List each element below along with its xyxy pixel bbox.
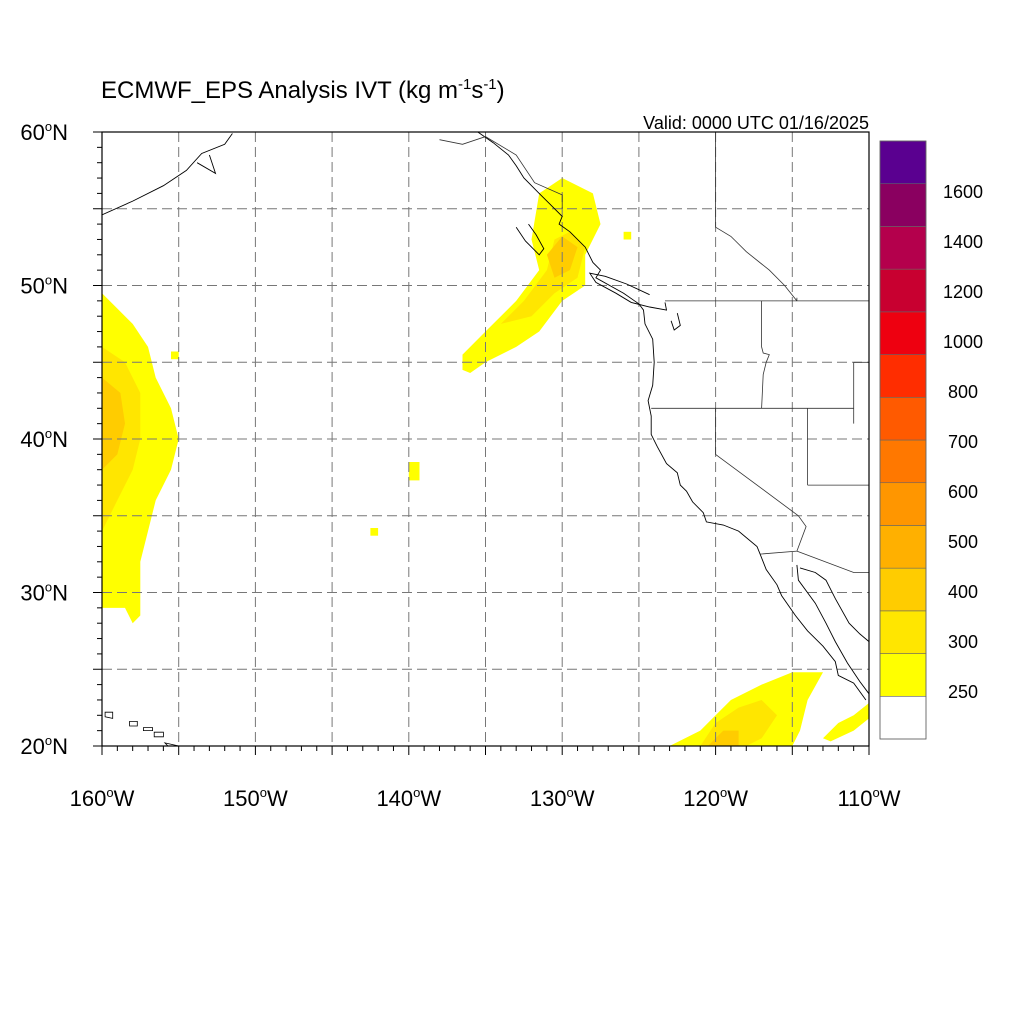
colorbar-swatch <box>879 695 927 740</box>
colorbar-swatch <box>879 567 927 612</box>
ivt-patch-pnw-speck <box>623 231 632 240</box>
map-title: ECMWF_EPS Analysis IVT (kg m-1s-1) <box>101 76 505 104</box>
island-outline <box>129 721 138 727</box>
lat-label: 50oN <box>20 273 68 299</box>
coastline <box>670 312 681 331</box>
lon-label: 160oW <box>70 785 135 811</box>
colorbar-label: 300 <box>948 632 978 652</box>
coastline <box>477 132 867 701</box>
colorbar-swatch <box>879 610 927 654</box>
state-border <box>761 300 770 409</box>
lon-label: 120oW <box>683 785 748 811</box>
colorbar-frame <box>879 140 927 740</box>
colorbar-swatch <box>879 653 927 697</box>
colorbar-swatch <box>879 311 927 355</box>
coastline <box>796 564 869 695</box>
ivt-patch-southern-east-strip <box>823 703 869 742</box>
coastline-layer <box>102 132 869 746</box>
colorbar-label: 250 <box>948 682 978 702</box>
colorbar-swatch <box>879 140 927 185</box>
colorbar-swatch <box>879 354 927 398</box>
island-outline <box>153 731 164 738</box>
colorbar-label: 400 <box>948 582 978 602</box>
ivt-colorbar: 250 300 400 500 600 700 800 1000 1200 1400 1600 <box>879 140 983 740</box>
ivt-patch-western-speck <box>171 351 179 360</box>
island-outline <box>142 727 154 731</box>
ivt-patch-southern-inner <box>707 730 739 746</box>
colorbar-swatch <box>879 525 927 569</box>
lat-label: 40oN <box>20 426 68 452</box>
coastline <box>799 567 869 642</box>
island-outline <box>104 711 114 719</box>
state-border <box>715 408 799 517</box>
ivt-patch-central-speck-a <box>408 462 420 481</box>
colorbar-label: 600 <box>948 482 978 502</box>
colorbar-swatch <box>879 482 927 526</box>
lon-label: 150oW <box>223 785 288 811</box>
island-outline <box>163 742 181 746</box>
coastline <box>196 154 217 175</box>
ivt-patch-central-speck-b <box>370 528 379 536</box>
state-border <box>760 515 807 555</box>
colorbar-swatch <box>879 439 927 484</box>
lat-label: 20oN <box>20 733 68 759</box>
coastline <box>515 223 545 256</box>
lat-label: 60oN <box>20 119 68 145</box>
colorbar-swatch <box>879 268 927 313</box>
colorbar-label: 1000 <box>943 332 983 352</box>
lon-label: 130oW <box>530 785 595 811</box>
lon-label: 110oW <box>837 785 900 811</box>
state-border <box>796 550 869 573</box>
colorbar-label: 800 <box>948 382 978 402</box>
lon-label: 140oW <box>376 785 441 811</box>
lat-label: 30oN <box>20 580 68 606</box>
colorbar-swatch <box>879 183 927 227</box>
map-plot-area <box>102 132 869 746</box>
colorbar-label: 1200 <box>943 282 983 302</box>
colorbar-label: 1400 <box>943 232 983 252</box>
colorbar-label: 700 <box>948 432 978 452</box>
ivt-patch-pnw-plume <box>462 178 601 373</box>
ivt-shading-layer <box>102 178 869 746</box>
state-border <box>715 132 798 302</box>
axis-ticks-layer <box>93 131 870 755</box>
coastline <box>102 133 233 216</box>
longitude-labels: 160oW 150oW 140oW 130oW 120oW 110oW <box>70 785 901 811</box>
ivt-patch-western-inner <box>102 377 125 470</box>
valid-time-label: Valid: 0000 UTC 01/16/2025 <box>643 113 869 133</box>
latitude-labels: 60oN 50oN 40oN 30oN 20oN <box>20 119 68 759</box>
coastline <box>588 272 668 311</box>
political-borders-layer <box>439 132 869 573</box>
colorbar-label: 500 <box>948 532 978 552</box>
colorbar-swatch <box>879 226 927 270</box>
state-border <box>439 136 563 209</box>
colorbar-swatch <box>879 396 927 441</box>
colorbar-label: 1600 <box>943 182 983 202</box>
